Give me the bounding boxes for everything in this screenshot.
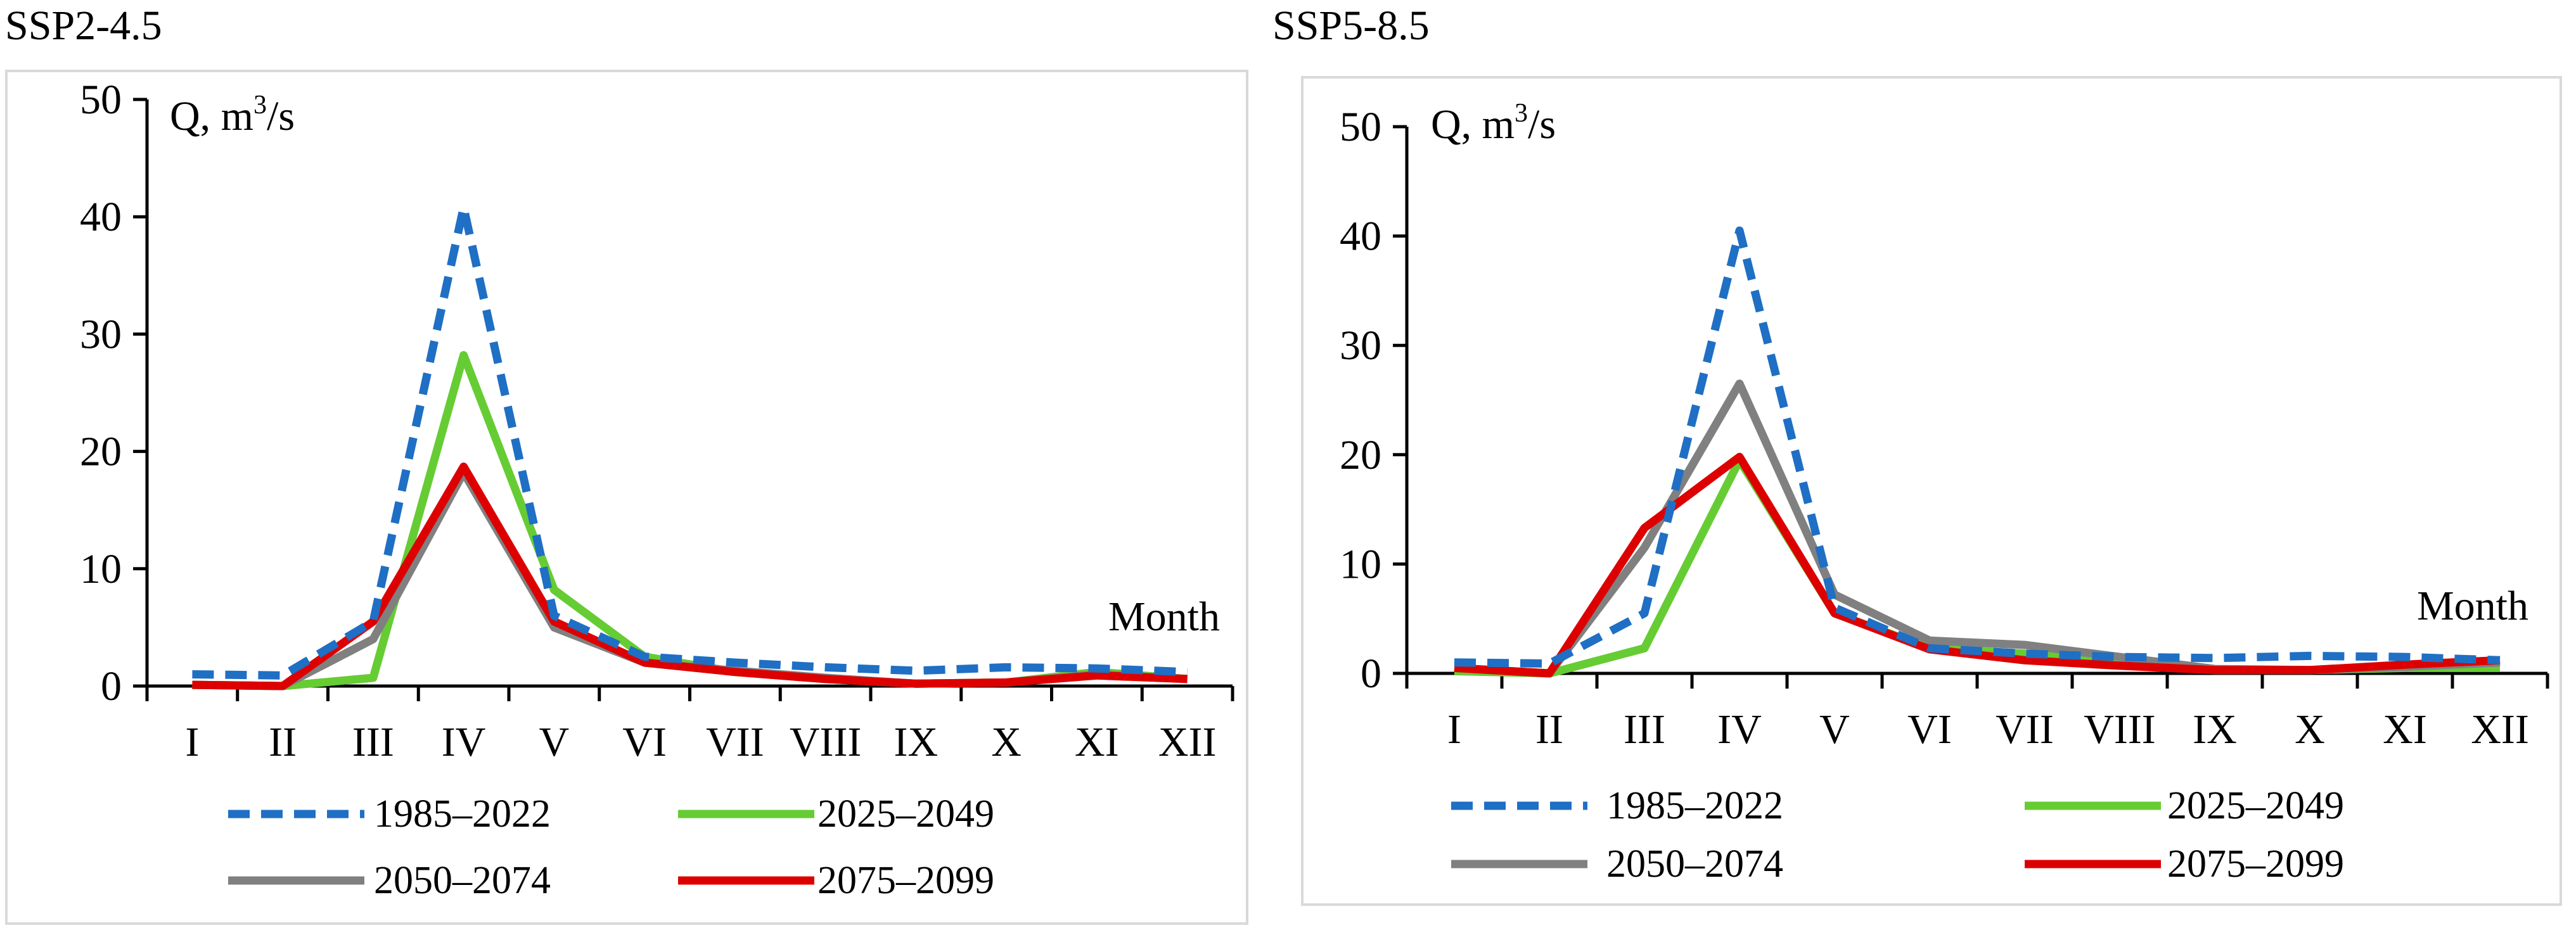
x-tick-label: IX [894,719,939,765]
legend-label: 2025–2049 [2167,784,2344,827]
y-tick-label: 50 [80,77,122,123]
x-tick-label: I [1447,706,1461,753]
x-tick-label: IX [2193,706,2237,753]
x-tick-label: VI [622,719,667,765]
x-tick-label: VI [1907,706,1952,753]
chart-title-ssp5: SSP5-8.5 [1272,3,1430,49]
y-tick-label: 40 [1340,213,1381,260]
chart-title-ssp2: SSP2-4.5 [5,3,162,49]
chart-frame-ssp5 [1301,76,2562,906]
y-tick-label: 0 [101,663,122,709]
x-tick-label: VII [1996,706,2054,753]
y-tick-label: 30 [80,311,122,357]
legend-label: 2025–2049 [817,792,994,836]
x-tick-label: V [539,719,570,765]
x-tick-label: III [1624,706,1665,753]
y-tick-label: 40 [80,194,122,240]
legend-label: 2050–2074 [1606,843,1783,886]
x-tick-label: XII [1158,719,1217,765]
x-tick-label: VIII [2084,706,2156,753]
x-tick-label: II [269,719,297,765]
x-axis-label: Month [2417,583,2528,629]
legend-label: 2075–2099 [2167,843,2344,886]
series-line-1985–2022 [1454,226,2501,668]
x-axis-label: Month [1108,594,1220,640]
y-axis-label: Q, m3/s [1431,99,1556,148]
x-tick-label: IV [442,719,486,765]
y-tick-label: 0 [1361,651,1381,697]
x-tick-label: X [991,719,1022,765]
x-tick-label: XI [2383,706,2427,753]
x-tick-label: I [185,719,199,765]
series-line-2025–2049 [192,351,1188,690]
y-tick-label: 10 [1340,541,1381,587]
chart-frame-ssp2 [5,70,1248,925]
x-tick-label: X [2295,706,2325,753]
x-tick-label: XI [1075,719,1119,765]
legend-label: 1985–2022 [1606,784,1783,827]
y-tick-label: 20 [80,429,122,475]
series-line-1985–2022 [192,203,1188,680]
y-axis-label: Q, m3/s [170,91,295,139]
x-tick-label: VII [706,719,764,765]
y-tick-label: 50 [1340,104,1381,150]
x-tick-label: III [352,719,394,765]
x-tick-label: V [1819,706,1850,753]
y-tick-label: 20 [1340,432,1381,478]
x-tick-label: IV [1717,706,1762,753]
legend-label: 2075–2099 [817,859,994,902]
series-line-2050–2074 [192,468,1188,690]
y-tick-label: 30 [1340,322,1381,369]
legend-label: 2050–2074 [374,859,551,902]
y-tick-label: 10 [80,546,122,592]
legend-label: 1985–2022 [374,792,551,836]
x-tick-label: II [1535,706,1563,753]
x-tick-label: XII [2471,706,2529,753]
x-tick-label: VIII [790,719,862,765]
